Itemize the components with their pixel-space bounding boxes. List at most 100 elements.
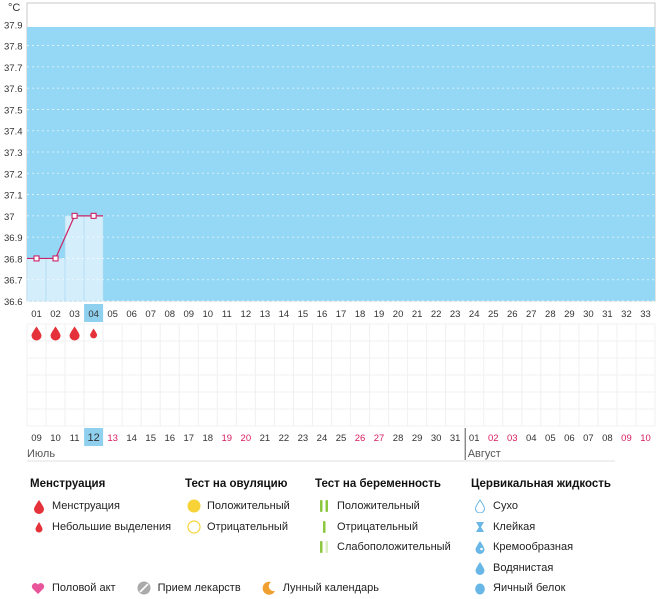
date-label: 01 bbox=[469, 433, 480, 444]
y-tick-label: 37.2 bbox=[4, 169, 23, 180]
date-label: 11 bbox=[70, 433, 80, 444]
cycle-day-label: 11 bbox=[222, 309, 232, 320]
legend-label: Клейкая bbox=[493, 520, 536, 533]
legend-label: Слабоположительный bbox=[337, 541, 451, 554]
creamy-drop-icon bbox=[471, 540, 489, 555]
cycle-day-label: 07 bbox=[145, 309, 156, 320]
cycle-day-label: 09 bbox=[183, 309, 194, 320]
date-label: 23 bbox=[298, 433, 309, 444]
cycle-day-label: 03 bbox=[69, 309, 80, 320]
date-row: 09 10 11 12 13 14 15 16 17 18 19 20 21 22 23 24 25 26 27 28… bbox=[31, 428, 651, 446]
cycle-day-label: 28 bbox=[545, 309, 556, 320]
blood-drop-icon bbox=[31, 326, 42, 341]
y-tick-label: 36.6 bbox=[4, 297, 23, 308]
legend-label: Отрицательный bbox=[337, 520, 418, 533]
date-label: 21 bbox=[260, 433, 271, 444]
legend-item: Слабоположительный bbox=[315, 537, 451, 558]
y-unit-label: °C bbox=[8, 2, 20, 14]
cycle-day-label: 32 bbox=[621, 309, 632, 320]
date-label: 14 bbox=[126, 433, 137, 444]
date-label: 18 bbox=[202, 433, 213, 444]
small-blood-drop-icon bbox=[90, 328, 98, 339]
egg-white-icon bbox=[471, 581, 489, 595]
date-label: 09 bbox=[31, 433, 42, 444]
plot-area bbox=[26, 2, 656, 302]
legend-label: Небольшие выделения bbox=[52, 520, 172, 533]
legend-label: Сухо bbox=[493, 500, 518, 513]
y-tick-label: 37 bbox=[4, 212, 15, 223]
date-label: 08 bbox=[602, 433, 613, 444]
month-label: Август bbox=[468, 448, 501, 460]
plot-background bbox=[27, 27, 655, 301]
blood-drop-icon bbox=[69, 326, 80, 341]
legend-label: Водянистая bbox=[493, 561, 554, 574]
blood-drop-icon bbox=[50, 326, 61, 341]
cycle-day-label: 23 bbox=[450, 309, 461, 320]
legend-label: Менструация bbox=[52, 500, 120, 513]
legend-item: Положительный bbox=[315, 496, 451, 517]
today-bg bbox=[84, 428, 104, 446]
legend-item: Небольшие выделения bbox=[30, 517, 171, 538]
date-label: 06 bbox=[564, 433, 575, 444]
ovulation-negative-icon bbox=[185, 520, 203, 534]
month-label: Июль bbox=[27, 448, 55, 460]
cycle-day-label: 05 bbox=[107, 309, 118, 320]
legend-item: Менструация bbox=[30, 496, 171, 517]
cycle-day-label: 27 bbox=[526, 309, 537, 320]
pregnancy-negative-icon bbox=[315, 520, 333, 534]
y-tick-label: 37.8 bbox=[4, 42, 23, 53]
y-tick-label: 37.3 bbox=[4, 148, 23, 159]
temperature-point bbox=[33, 255, 40, 262]
cycle-day-label: 18 bbox=[355, 309, 366, 320]
ovulation-positive-icon bbox=[185, 499, 203, 513]
date-label: 19 bbox=[222, 433, 233, 444]
blood-drop-icon bbox=[30, 499, 48, 514]
cycle-day-label: 17 bbox=[336, 309, 347, 320]
date-label: 20 bbox=[241, 433, 252, 444]
date-label: 25 bbox=[336, 433, 347, 444]
small-blood-drop-icon bbox=[30, 521, 48, 533]
legend-pregnancy-title: Тест на беременность bbox=[315, 478, 441, 490]
y-tick-label: 37.1 bbox=[4, 191, 23, 202]
date-label: 12 bbox=[87, 432, 99, 444]
legend-intercourse: Половой акт bbox=[30, 580, 116, 596]
date-label: 03 bbox=[507, 433, 518, 444]
cycle-day-label: 04 bbox=[88, 309, 99, 320]
temperature-point bbox=[71, 212, 78, 219]
legend-menstruation: Менструация Менструация Небольшие выделе… bbox=[30, 478, 171, 537]
legend-label: Прием лекарств bbox=[157, 582, 241, 594]
y-tick-label: 37.4 bbox=[4, 127, 23, 138]
legend-item: Клейкая bbox=[471, 517, 611, 538]
watery-drop-icon bbox=[471, 561, 489, 575]
temperature-chart: °C 37.937.837.737.637.537.437.337.237.13… bbox=[4, 2, 656, 462]
legend-item: Отрицательный bbox=[185, 517, 290, 538]
date-label: 04 bbox=[526, 433, 537, 444]
pregnancy-weak-icon bbox=[315, 540, 333, 554]
moon-icon bbox=[261, 580, 277, 596]
y-tick-label: 36.7 bbox=[4, 276, 23, 287]
legend-label: Половой акт bbox=[52, 582, 116, 594]
cycle-day-label: 21 bbox=[412, 309, 423, 320]
cycle-day-label: 08 bbox=[164, 309, 175, 320]
cycle-day-label: 30 bbox=[583, 309, 594, 320]
date-label: 09 bbox=[621, 433, 632, 444]
dry-drop-icon bbox=[471, 499, 489, 514]
date-label: 15 bbox=[145, 433, 156, 444]
y-tick-label: 37.9 bbox=[4, 20, 23, 31]
legend-item: Отрицательный bbox=[315, 517, 451, 538]
date-label: 31 bbox=[450, 433, 461, 444]
date-label: 26 bbox=[355, 433, 366, 444]
date-label: 10 bbox=[640, 433, 651, 444]
temperature-point bbox=[52, 255, 59, 262]
cycle-day-label: 12 bbox=[241, 309, 252, 320]
y-axis-ticks: 37.9 37.8 37.7 37.6 37.5 37.4 37.3 37.2 37.1 37 36… bbox=[4, 20, 23, 308]
cycle-day-label: 31 bbox=[602, 309, 613, 320]
cycle-day-label: 24 bbox=[469, 309, 480, 320]
cycle-day-label: 33 bbox=[640, 309, 651, 320]
temperature-line bbox=[27, 212, 104, 262]
date-label: 24 bbox=[317, 433, 328, 444]
month-row: Июль Август bbox=[27, 428, 615, 462]
cycle-day-label: 02 bbox=[50, 309, 61, 320]
cycle-day-label: 15 bbox=[298, 309, 309, 320]
legend-item: Водянистая bbox=[471, 558, 611, 579]
